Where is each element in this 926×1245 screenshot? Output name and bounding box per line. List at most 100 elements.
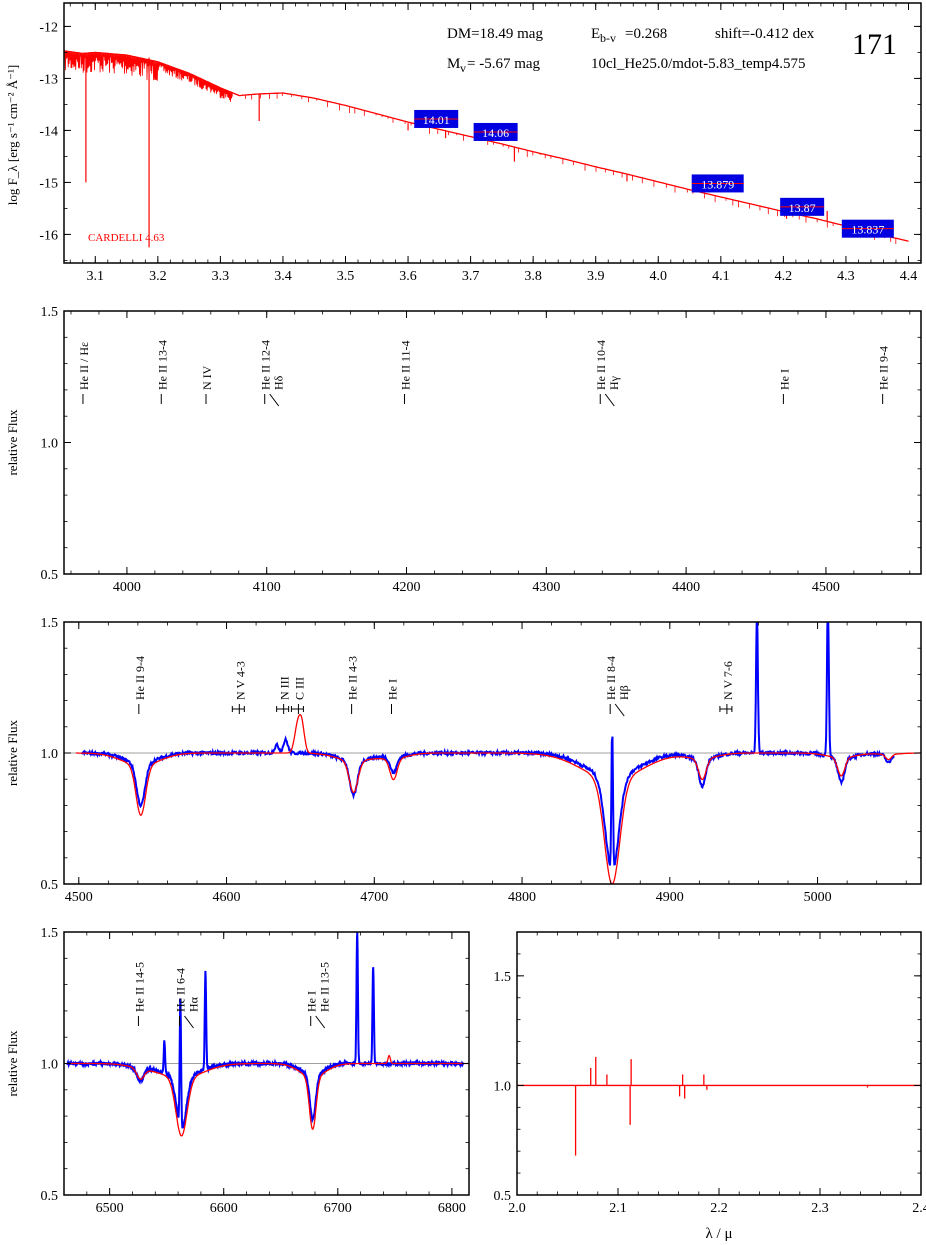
line-id-connector	[614, 703, 625, 717]
y-tick-label: 0.5	[494, 1189, 512, 1204]
line-id-bracket	[231, 706, 245, 712]
x-tick-label: 3.5	[337, 269, 355, 284]
line-id: C III	[290, 677, 306, 714]
x-tick-label: 4500	[65, 890, 93, 905]
line-id-label: He II 11-4	[399, 340, 413, 390]
header-mv-value: = -5.67 mag	[467, 56, 541, 72]
line-id: He II 9-4	[877, 346, 891, 404]
line-id: He I	[386, 679, 400, 714]
line-id-connector	[604, 393, 615, 407]
extinction-law-label: CARDELLI 4.63	[88, 232, 165, 244]
x-tick-label: 4.2	[775, 269, 793, 284]
x-tick-label: 4400	[672, 580, 700, 595]
x-tick-label: 2.3	[811, 1201, 829, 1216]
header-model: 10cl_He25.0/mdot-5.83_temp4.575	[591, 56, 806, 72]
line-id-label: He II 13-4	[155, 340, 169, 390]
x-tick-label: 4.1	[712, 269, 730, 284]
line-id-connector	[269, 393, 280, 407]
line-id: He II 12-4 Hδ	[259, 340, 286, 407]
plot-frame	[63, 310, 922, 575]
spectrum-panel-blue: 4000 4100 4200 4300 4400 4500 0.5 1.0 1.5 relativ…	[5, 305, 922, 605]
line-id-label: He II 8-4	[604, 656, 618, 700]
spectrum-data	[64, 622, 921, 884]
x-tick-label: 4800	[508, 890, 536, 905]
x-tick-label: 6500	[96, 1201, 124, 1216]
line-id-label: He I	[777, 369, 791, 390]
line-id-label: He II 6-4	[174, 968, 188, 1012]
line-id-label-secondary: Hα	[187, 996, 201, 1012]
line-id-label: He II 4-3	[346, 656, 360, 700]
header-ebv: E	[591, 26, 600, 42]
x-tick-label: 3.7	[462, 269, 480, 284]
x-tick-label: 6700	[324, 1201, 352, 1216]
sed-data	[64, 50, 909, 248]
line-id: He II 6-4 Hα	[174, 968, 201, 1029]
header-mv: M	[447, 56, 460, 72]
x-tick-label: 2.1	[609, 1201, 627, 1216]
line-id-label: He II 12-4	[259, 340, 273, 390]
y-tick-label: 1.5	[41, 305, 59, 320]
header-shift: shift=-0.412 dex	[715, 26, 815, 42]
ir-data	[517, 1056, 921, 1156]
line-id-bracket	[719, 706, 733, 712]
line-id: He II 4-3	[346, 656, 360, 714]
line-id: He II 10-4 Hγ	[594, 340, 621, 407]
line-id-bracket	[290, 706, 304, 712]
x-tick-label: 4900	[656, 890, 684, 905]
photometry-label: 13.837	[851, 223, 884, 237]
line-id-label: N IV	[200, 365, 214, 390]
line-id-marker	[290, 704, 304, 714]
line-id: He II 14-5	[132, 962, 146, 1026]
spectrum-panel-green: 4500 4600 4700 4800 4900 5000 0.5 1.0 1.5 relativ…	[5, 616, 922, 905]
photometry-label: 14.01	[423, 113, 450, 127]
y-axis-label: relative Flux	[5, 719, 20, 786]
line-id: N V 4-3	[231, 661, 247, 714]
y-tick-label: 0.5	[41, 1189, 59, 1204]
line-id: N III	[276, 676, 292, 714]
line-id: He II 9-4	[133, 656, 147, 714]
line-id: He II / Hε	[77, 342, 91, 404]
x-tick-label: 4000	[113, 580, 141, 595]
photometry-label: 14.06	[482, 126, 509, 140]
photometry-label: 13.87	[789, 201, 816, 215]
model-spectrum	[75, 443, 920, 606]
y-axis-label: relative Flux	[5, 1030, 20, 1097]
line-id: He I	[777, 369, 791, 404]
line-id-label: N III	[278, 676, 292, 700]
photometry-label: 13.879	[701, 177, 734, 191]
line-id-label: He I	[386, 679, 400, 700]
y-tick-label: 1.0	[41, 747, 59, 762]
y-tick-label: -12	[39, 20, 58, 35]
x-tick-label: 4300	[532, 580, 560, 595]
model-spectrum	[67, 1054, 469, 1137]
line-id-label-secondary: Hγ	[607, 375, 621, 390]
line-id-label: He II 14-5	[132, 962, 146, 1012]
line-id: He II 11-4	[399, 340, 413, 404]
observed-spectrum	[66, 932, 465, 1129]
line-id-marker	[231, 704, 245, 714]
panel-number: 171	[852, 28, 897, 61]
spectrum-data	[64, 441, 921, 605]
plot-frame	[516, 931, 922, 1196]
x-tick-label: 3.1	[87, 269, 105, 284]
plot-frame	[63, 2, 922, 264]
line-id-label: He I	[305, 991, 319, 1012]
x-tick-label: 3.3	[212, 269, 230, 284]
x-tick-label: 4700	[360, 890, 388, 905]
line-id-label: He II / Hε	[77, 342, 91, 390]
header-dm: DM=18.49 mag	[447, 26, 543, 42]
line-id-label: N V 7-6	[721, 661, 735, 700]
x-tick-label: 4600	[213, 890, 241, 905]
x-tick-label: 6600	[210, 1201, 238, 1216]
x-axis-label: λ / μ	[706, 1226, 733, 1242]
x-tick-label: 3.9	[587, 269, 605, 284]
y-tick-label: -14	[39, 124, 58, 139]
x-tick-label: 3.2	[149, 269, 167, 284]
sed-panel: 14.01 14.06 13.879 13.87 13.837 3.1 3.2 3.3 3.4 3…	[5, 2, 922, 284]
x-tick-label: 2.4	[912, 1201, 926, 1216]
y-tick-label: 1.5	[494, 970, 512, 985]
x-tick-label: 4.0	[650, 269, 668, 284]
sed-line-forest	[64, 50, 233, 102]
spectrum-panel-red: 6500 6600 6700 6800 0.5 1.0 1.5 relative Flux He…	[5, 926, 470, 1216]
y-tick-label: 1.0	[494, 1079, 512, 1094]
